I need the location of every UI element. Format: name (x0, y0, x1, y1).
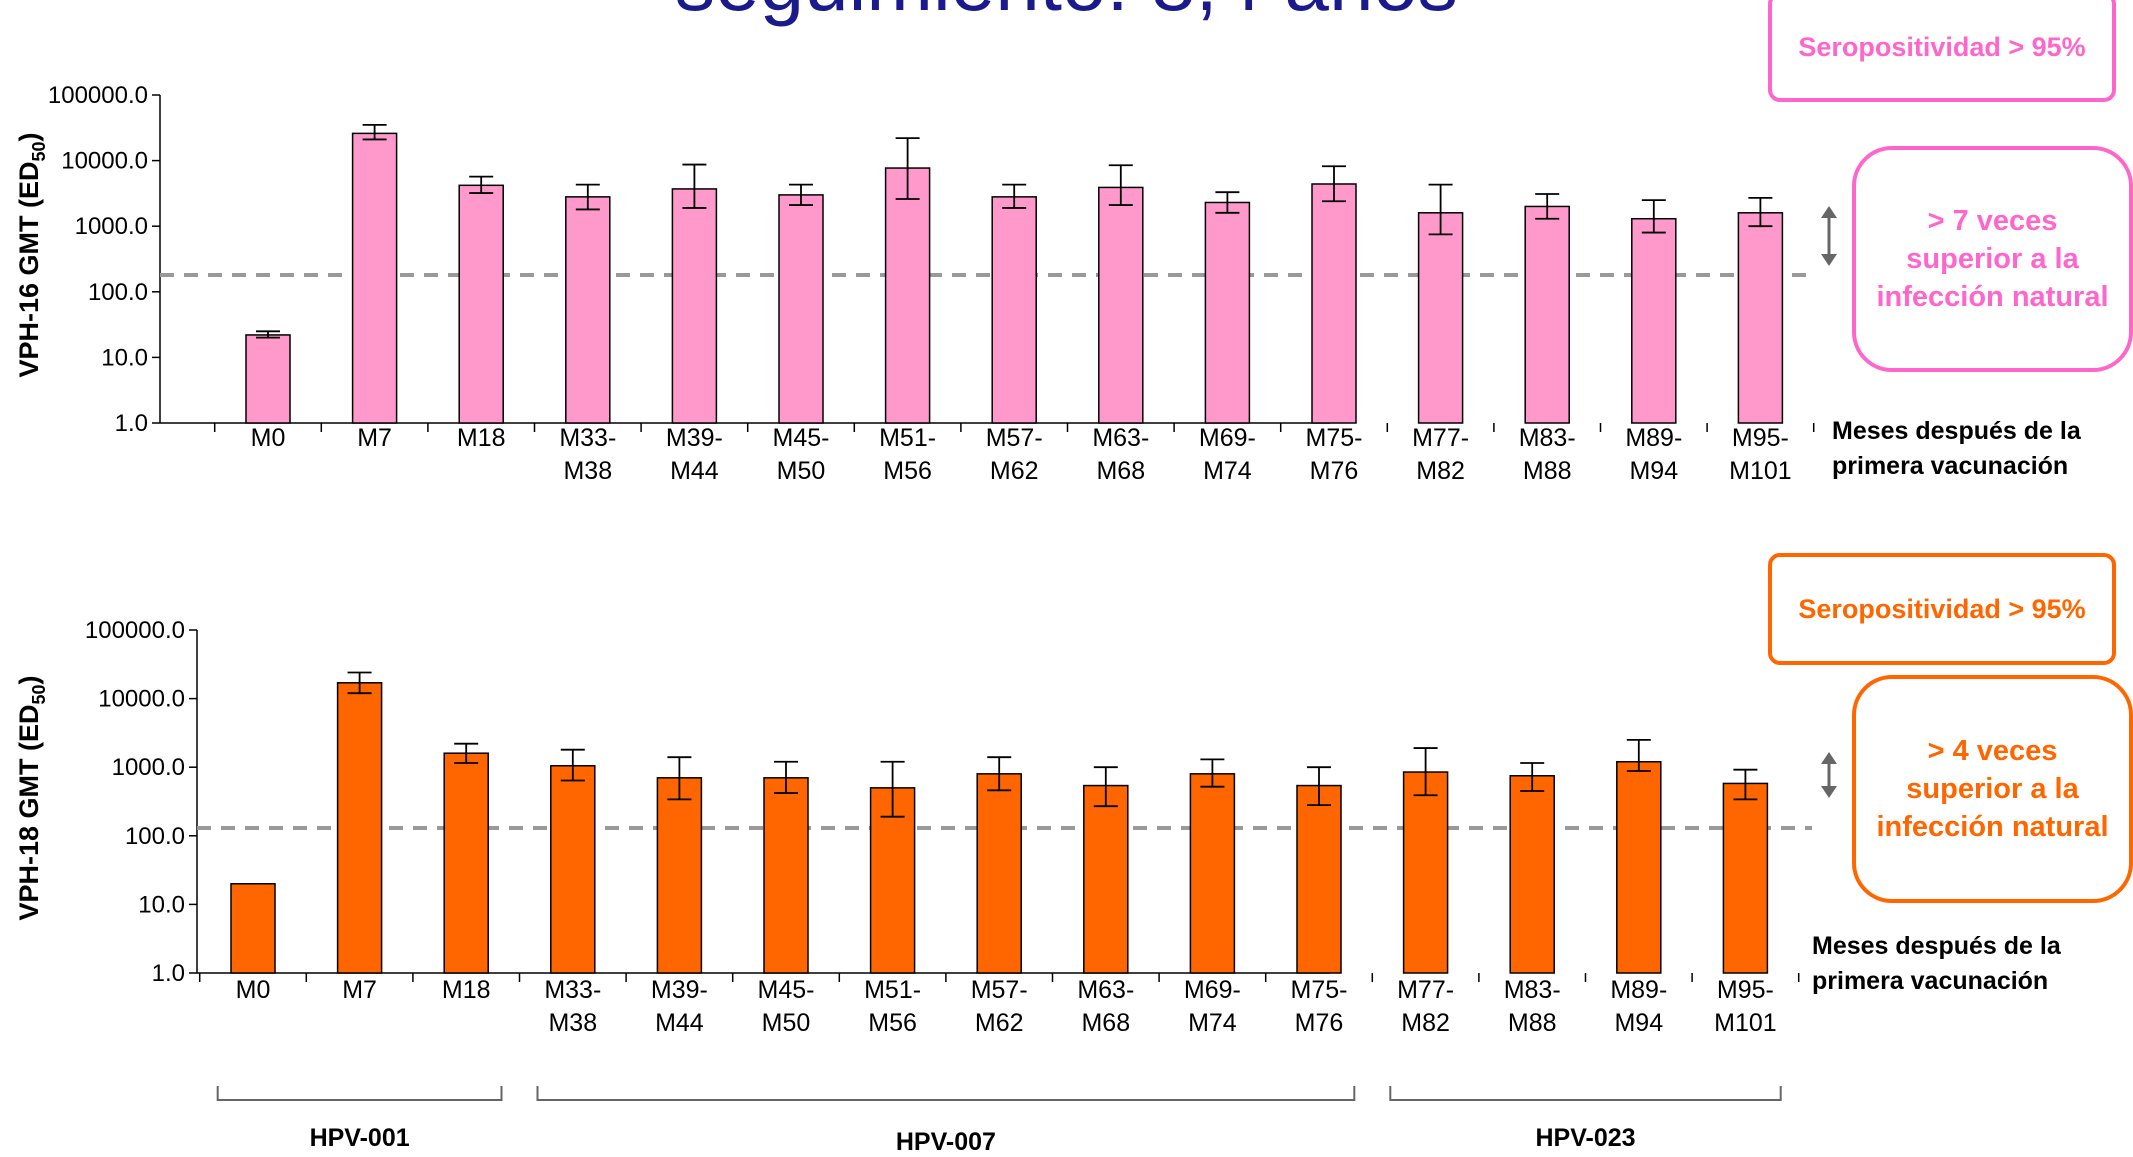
x-category-label: M77-M82 (1397, 976, 1454, 1037)
bar (1098, 186, 1144, 424)
bar (991, 196, 1037, 424)
bar (550, 764, 596, 974)
bar (1616, 761, 1662, 974)
bar (336, 682, 383, 974)
x-category-label: M63-M68 (1092, 424, 1149, 485)
x-category-label: M57-M62 (986, 424, 1043, 485)
bar (1296, 784, 1342, 974)
x-category-label: M0 (236, 976, 271, 1004)
x-category-label: M0 (251, 424, 286, 452)
x-category-label: M45-M50 (773, 424, 830, 485)
x-category-label: M7 (357, 424, 392, 452)
study-group-label: HPV-007 (895, 1128, 996, 1156)
study-group-label: HPV-023 (1535, 1124, 1636, 1152)
x-category-label: M83-M88 (1519, 424, 1576, 485)
x-category-label: M7 (342, 976, 377, 1004)
x-category-label: M89-M94 (1610, 976, 1667, 1037)
bar (1631, 217, 1677, 424)
x-category-label: M39-M44 (651, 976, 708, 1037)
y-axis-title: VPH-18 GMT (ED50) (14, 675, 49, 920)
y-tick-label: 1.0 (115, 410, 148, 437)
page-title: seguimiento: 8,4 años (0, 0, 2133, 28)
y-tick-label: 100.0 (88, 279, 148, 306)
x-category-label: M51-M56 (879, 424, 936, 485)
bar (351, 132, 398, 424)
x-category-label: M69-M74 (1184, 976, 1241, 1037)
study-group-bracket (1389, 1086, 1782, 1101)
x-category-label: M51-M56 (864, 976, 921, 1037)
bottom-x-axis-title: Meses después de la primera vacunación (1812, 932, 2061, 995)
bar (1737, 212, 1784, 424)
bar (230, 882, 276, 974)
bar (565, 196, 611, 424)
bottom-seropositivity-callout: Seropositividad > 95% (1768, 553, 2116, 665)
y-tick-label: 100.0 (125, 823, 185, 850)
bar (1402, 771, 1449, 974)
study-group-label: HPV-001 (309, 1124, 410, 1152)
y-tick-label: 10000.0 (98, 686, 185, 713)
bar (1509, 775, 1555, 974)
bar (671, 188, 718, 424)
y-axis-title: VPH-16 GMT (ED50) (14, 132, 49, 377)
x-category-label: M95-M101 (1729, 424, 1792, 485)
y-tick-label: 1000.0 (75, 213, 148, 240)
bar (763, 777, 809, 974)
x-category-label: M89-M94 (1625, 424, 1682, 485)
x-category-label: M69-M74 (1199, 424, 1256, 485)
x-category-label: M63-M68 (1077, 976, 1134, 1037)
y-tick-label: 10.0 (101, 344, 148, 371)
y-tick-label: 100000.0 (48, 82, 148, 109)
bar (245, 334, 291, 424)
x-category-label: M75-M76 (1306, 424, 1363, 485)
x-category-label: M83-M88 (1504, 976, 1561, 1037)
study-group-bracket (536, 1086, 1356, 1101)
bar (1524, 205, 1570, 424)
bar (1204, 201, 1251, 424)
bar (884, 167, 931, 424)
x-category-label: M95-M101 (1714, 976, 1777, 1037)
x-category-label: M77-M82 (1412, 424, 1469, 485)
bar (1722, 782, 1769, 974)
y-tick-label: 1.0 (152, 960, 185, 987)
y-tick-label: 10.0 (138, 891, 185, 918)
bar (869, 787, 916, 974)
top-fold-increase-callout: > 7 veces superior a la infección natura… (1852, 146, 2133, 372)
bar (1189, 773, 1236, 974)
x-category-label: M18 (457, 424, 506, 452)
x-category-label: M75-M76 (1291, 976, 1348, 1037)
double-arrow-icon (1821, 752, 1837, 798)
bar (1311, 183, 1357, 424)
bar (976, 773, 1022, 974)
double-arrow-icon (1821, 206, 1837, 266)
x-category-label: M39-M44 (666, 424, 723, 485)
top-x-axis-title: Meses después de la primera vacunación (1832, 417, 2081, 480)
x-category-label: M33-M38 (559, 424, 616, 485)
bar (443, 752, 489, 974)
top-seropositivity-callout: Seropositividad > 95% (1768, 0, 2116, 102)
y-tick-label: 100000.0 (85, 617, 185, 644)
x-category-label: M33-M38 (544, 976, 601, 1037)
y-tick-label: 10000.0 (61, 148, 148, 175)
bar (1083, 784, 1129, 974)
bar (1417, 212, 1464, 424)
study-group-bracket (216, 1086, 503, 1101)
x-category-label: M45-M50 (758, 976, 815, 1037)
bar (458, 184, 504, 424)
x-category-label: M57-M62 (971, 976, 1028, 1037)
x-category-label: M18 (442, 976, 491, 1004)
bar (778, 194, 824, 424)
bottom-fold-increase-callout: > 4 veces superior a la infección natura… (1852, 675, 2133, 903)
y-tick-label: 1000.0 (112, 754, 185, 781)
bar (656, 777, 703, 974)
